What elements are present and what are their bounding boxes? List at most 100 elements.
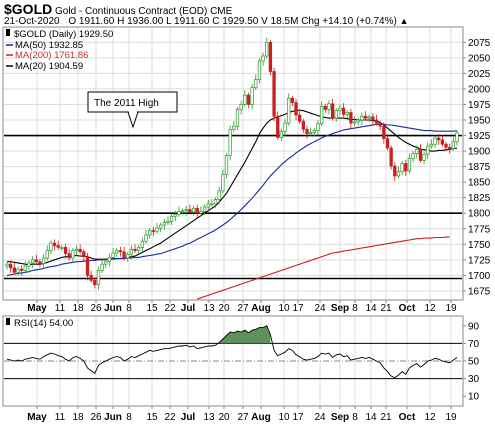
- candle-body: [85, 256, 90, 276]
- price-xtick-label: 8: [126, 303, 132, 314]
- candle-body: [261, 55, 265, 62]
- price-ytick-label: 1750: [468, 240, 491, 251]
- rsi-xtick-label: Aug: [251, 412, 270, 423]
- candle-body: [151, 230, 155, 232]
- rsi-xtick-label: 13: [203, 412, 215, 423]
- candle-body: [349, 112, 353, 124]
- rsi-xtick-label: 17: [292, 412, 304, 423]
- series-line-ma200: [197, 236, 450, 300]
- rsi-series-line: [6, 325, 458, 379]
- price-xtick-label: Jun: [104, 303, 122, 314]
- price-ytick-label: 2075: [468, 38, 491, 49]
- price-xtick-label: Sep: [331, 303, 349, 314]
- candle-body: [74, 248, 79, 251]
- legend-ma50: MA(50) 1932.85: [15, 40, 83, 51]
- candle-body: [396, 171, 401, 177]
- candle-body: [19, 268, 24, 271]
- rsi-xtick-label: May: [27, 412, 47, 423]
- legend-ma200: MA(200) 1761.86: [15, 50, 88, 61]
- annotation-callout: The 2011 High: [87, 91, 178, 129]
- candle-body: [63, 247, 68, 254]
- rsi-xtick-label: 8: [126, 412, 132, 423]
- candle-body: [301, 120, 305, 130]
- candle-body: [118, 250, 123, 253]
- candle-body: [12, 267, 16, 273]
- candle-body: [287, 97, 291, 124]
- candle-body: [148, 230, 152, 236]
- price-legend: $GOLD (Daily) 1929.50 MA(50) 1932.85 MA(…: [6, 29, 113, 72]
- candle-body: [78, 248, 82, 253]
- price-ytick-label: 1850: [468, 178, 491, 189]
- candle-body: [56, 245, 60, 248]
- price-ytick-label: 1725: [468, 255, 491, 266]
- candle-body: [415, 148, 419, 154]
- price-ytick-label: 1975: [468, 100, 491, 111]
- candle-body: [221, 174, 225, 192]
- candle-body: [82, 251, 86, 258]
- rsi-xtick-label: 14: [365, 412, 377, 423]
- candle-body: [38, 261, 42, 264]
- price-xtick-label: 20: [218, 303, 230, 314]
- rsi-xtick-label: 8: [352, 412, 358, 423]
- candle-body: [191, 207, 196, 213]
- rsi-xtick-label: 27: [237, 412, 249, 423]
- candle-body: [393, 165, 397, 177]
- price-xtick-label: 21: [380, 303, 392, 314]
- price-xtick-label: Jul: [181, 303, 196, 314]
- candle-body: [129, 248, 134, 255]
- candle-body: [400, 163, 404, 172]
- candle-body: [356, 119, 360, 123]
- rsi-ytick-label: 90: [468, 321, 480, 332]
- rsi-ytick-label: 50: [468, 357, 480, 368]
- candle-body: [49, 242, 53, 251]
- candle-body: [239, 104, 243, 110]
- candle-body: [232, 125, 236, 130]
- candle-body: [341, 107, 346, 115]
- volume-value: V 18.5M: [261, 16, 299, 27]
- candle-body: [407, 158, 412, 172]
- candle-body: [404, 163, 408, 172]
- candle-body: [279, 130, 284, 138]
- candle-body: [213, 199, 218, 205]
- candle-body: [411, 153, 415, 159]
- price-ytick-label: 2050: [468, 53, 491, 64]
- candle-body: [224, 155, 229, 176]
- price-ytick-label: 2025: [468, 69, 491, 80]
- candle-body: [104, 261, 108, 265]
- candle-body: [217, 190, 221, 200]
- rsi-xtick-label: 20: [218, 412, 230, 423]
- price-ytick-label: 1950: [468, 115, 491, 126]
- candle-body: [352, 121, 357, 124]
- candle-body: [444, 143, 448, 148]
- annotation-text: The 2011 High: [94, 98, 159, 109]
- candle-body: [426, 145, 430, 155]
- price-ytick-label: 1825: [468, 193, 491, 204]
- candle-body: [155, 227, 159, 232]
- candle-body: [169, 215, 174, 222]
- rsi-xtick-label: Jun: [104, 412, 122, 423]
- candle-body: [27, 262, 31, 267]
- rsi-ytick-label: 30: [468, 374, 480, 385]
- candle-body: [96, 270, 101, 286]
- legend-title: $GOLD (Daily) 1929.50: [14, 29, 113, 40]
- candle-body: [257, 60, 262, 80]
- candle-body: [89, 275, 93, 281]
- candle-body: [235, 109, 240, 127]
- price-ytick-label: 1800: [468, 209, 491, 220]
- candle-body: [338, 107, 342, 112]
- candle-body: [371, 116, 375, 121]
- price-ytick-label: 1900: [468, 147, 491, 158]
- rsi-xtick-label: 19: [445, 412, 457, 423]
- rsi-xtick-label: 10: [278, 412, 290, 423]
- rsi-xtick-label: 15: [146, 412, 158, 423]
- price-xtick-label: 18: [72, 303, 84, 314]
- quote-line: 21-Oct-2020 O 1911.60 H 1936.00 L 1911.6…: [4, 16, 409, 27]
- candle-body: [5, 263, 9, 267]
- candle-body: [312, 130, 316, 133]
- candle-body: [180, 210, 185, 213]
- candle-body: [418, 148, 423, 161]
- candle-body: [202, 206, 207, 212]
- candle-body: [45, 250, 49, 259]
- quote-date: 21-Oct-2020: [4, 16, 60, 27]
